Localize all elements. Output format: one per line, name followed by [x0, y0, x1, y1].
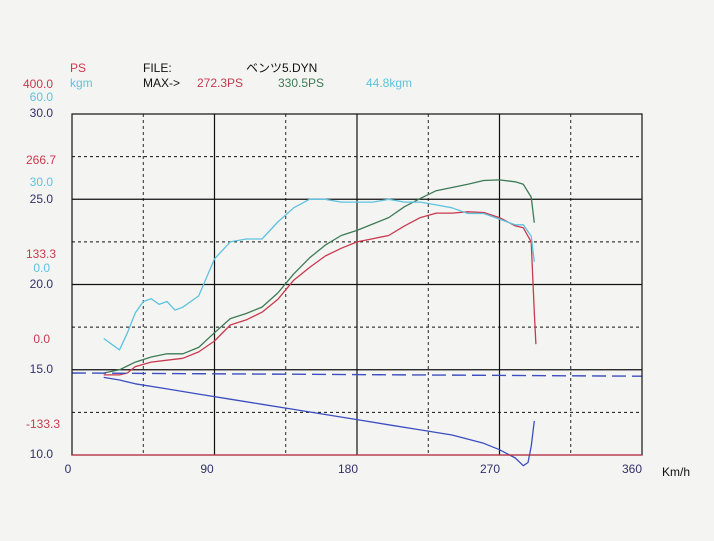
max-green-value: 330.5PS [278, 76, 324, 90]
series-line-blue-dashed-4 [71, 372, 643, 377]
series-group [71, 179, 643, 467]
ps-unit-label: PS [70, 61, 86, 75]
y-label-kgm: 30.0 [30, 175, 54, 189]
x-tick-label: 180 [338, 462, 358, 476]
y-label-main: 15.0 [30, 362, 54, 376]
series-line-blue-3 [103, 376, 535, 467]
y-label-main: 30.0 [30, 106, 54, 120]
y-label-ps: 133.3 [26, 247, 56, 261]
y-label-ps: 400.0 [23, 77, 53, 91]
kgm-unit-label: kgm [70, 76, 93, 90]
x-unit-label: Km/h [662, 465, 690, 479]
y-label-kgm: 60.0 [30, 90, 54, 104]
x-tick-label: 90 [200, 462, 214, 476]
grid [72, 114, 642, 455]
y-labels-400: 400.0 60.0 30.0 [23, 77, 53, 120]
y-labels-133: 133.3 0.0 20.0 [26, 247, 56, 291]
y-label-ps: 0.0 [33, 332, 50, 346]
y-labels-266: 266.7 30.0 25.0 [26, 153, 56, 206]
file-name: ベンツ5.DYN [246, 61, 317, 75]
x-tick-label: 360 [622, 462, 642, 476]
y-label-main: 25.0 [30, 192, 54, 206]
x-tick-label: 270 [480, 462, 500, 476]
y-label-kgm: 0.0 [33, 261, 50, 275]
x-tick-label: 0 [65, 462, 72, 476]
file-label: FILE: [143, 61, 172, 75]
series-line-cyan-2 [103, 198, 535, 351]
series-line-red-0 [103, 211, 537, 376]
y-labels-neg133: -133.3 10.0 [26, 417, 60, 461]
y-label-main: 10.0 [30, 447, 54, 461]
max-cyan-value: 44.8kgm [366, 76, 412, 90]
y-label-main: 20.0 [30, 277, 54, 291]
max-red-value: 272.3PS [197, 76, 243, 90]
series-line-green-1 [103, 179, 535, 374]
y-label-ps: -133.3 [26, 417, 60, 431]
x-tick-labels: 0 90 180 270 360 [65, 462, 643, 476]
y-labels-0: 0.0 15.0 [30, 332, 54, 376]
y-label-ps: 266.7 [26, 153, 56, 167]
max-label: MAX-> [143, 76, 180, 90]
